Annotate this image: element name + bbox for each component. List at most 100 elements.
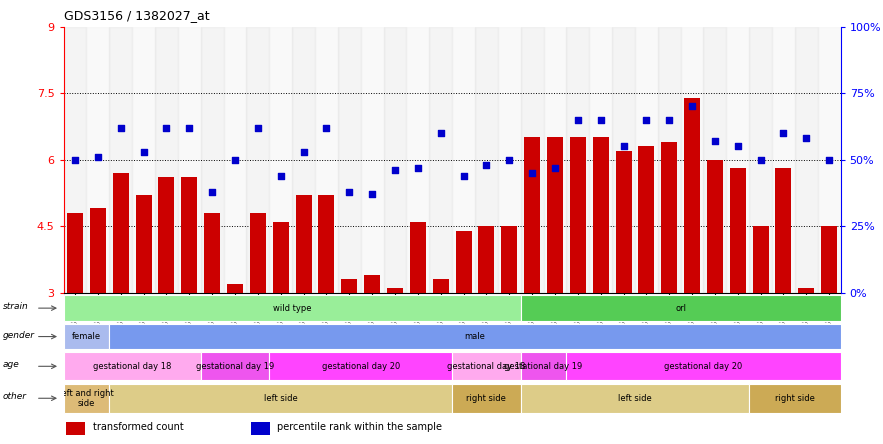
Bar xyxy=(132,27,155,293)
Bar xyxy=(752,226,768,293)
Point xyxy=(570,116,585,123)
Point xyxy=(91,154,105,161)
Point xyxy=(731,143,745,150)
Bar xyxy=(250,213,266,293)
Bar xyxy=(136,195,152,293)
Point xyxy=(616,143,630,150)
Text: left side: left side xyxy=(264,394,298,403)
Text: right side: right side xyxy=(775,394,815,403)
Point xyxy=(502,156,517,163)
Point xyxy=(662,116,676,123)
Point xyxy=(753,156,767,163)
Point xyxy=(479,161,494,168)
Point xyxy=(182,124,196,131)
Bar xyxy=(387,288,403,293)
Text: gestational day 18: gestational day 18 xyxy=(447,362,525,371)
Bar xyxy=(452,384,521,413)
Text: gestational day 19: gestational day 19 xyxy=(504,362,583,371)
Bar xyxy=(87,27,109,293)
Bar xyxy=(456,230,472,293)
Text: male: male xyxy=(464,332,486,341)
Bar xyxy=(364,275,380,293)
Point xyxy=(320,124,334,131)
Point xyxy=(685,103,699,110)
Text: GDS3156 / 1382027_at: GDS3156 / 1382027_at xyxy=(64,9,209,22)
Bar xyxy=(410,222,426,293)
Bar xyxy=(502,226,517,293)
Bar xyxy=(704,27,727,293)
Point xyxy=(137,148,151,155)
Bar xyxy=(547,138,563,293)
Text: gender: gender xyxy=(3,331,34,340)
Point xyxy=(708,138,722,145)
Text: orl: orl xyxy=(675,304,686,313)
Bar xyxy=(181,177,197,293)
Bar xyxy=(661,142,677,293)
Bar xyxy=(67,213,83,293)
Point xyxy=(411,164,425,171)
Text: strain: strain xyxy=(3,302,28,311)
Bar xyxy=(592,138,608,293)
Bar xyxy=(589,27,612,293)
Point xyxy=(68,156,82,163)
Point xyxy=(457,172,471,179)
Point xyxy=(228,156,242,163)
Bar xyxy=(638,147,654,293)
Bar xyxy=(64,353,200,380)
Bar xyxy=(66,422,86,435)
Bar xyxy=(749,27,772,293)
Text: transformed count: transformed count xyxy=(93,422,184,432)
Bar xyxy=(821,226,837,293)
Bar xyxy=(521,27,544,293)
Bar xyxy=(749,384,841,413)
Bar xyxy=(681,27,704,293)
Bar xyxy=(612,27,635,293)
Text: left and right
side: left and right side xyxy=(59,389,114,408)
Bar xyxy=(429,27,452,293)
Bar xyxy=(64,384,109,413)
Point xyxy=(159,124,173,131)
Text: left side: left side xyxy=(618,394,652,403)
Bar xyxy=(521,353,566,380)
Bar xyxy=(521,295,841,321)
Bar xyxy=(498,27,521,293)
Text: gestational day 19: gestational day 19 xyxy=(196,362,274,371)
Bar xyxy=(64,295,521,321)
Text: female: female xyxy=(72,332,101,341)
Bar xyxy=(635,27,658,293)
Bar xyxy=(246,27,269,293)
Bar xyxy=(251,422,270,435)
Point xyxy=(114,124,128,131)
Bar xyxy=(113,173,129,293)
Bar xyxy=(269,353,452,380)
Text: gestational day 18: gestational day 18 xyxy=(93,362,171,371)
Bar xyxy=(319,195,335,293)
Text: gestational day 20: gestational day 20 xyxy=(321,362,400,371)
Bar xyxy=(227,284,243,293)
Point xyxy=(776,130,790,137)
Bar xyxy=(64,27,87,293)
Bar xyxy=(525,138,540,293)
Bar xyxy=(795,27,818,293)
Bar xyxy=(658,27,681,293)
Bar xyxy=(707,160,723,293)
Point xyxy=(593,116,608,123)
Bar xyxy=(109,384,452,413)
Bar xyxy=(155,27,177,293)
Bar xyxy=(341,279,358,293)
Point xyxy=(388,166,402,174)
Bar xyxy=(772,27,795,293)
Bar xyxy=(566,27,589,293)
Text: age: age xyxy=(3,360,19,369)
Point xyxy=(365,190,379,198)
Point xyxy=(434,130,448,137)
Bar xyxy=(269,27,292,293)
Bar xyxy=(90,208,106,293)
Bar xyxy=(315,27,338,293)
Bar xyxy=(615,151,631,293)
Point xyxy=(525,169,540,176)
Bar xyxy=(684,98,700,293)
Bar xyxy=(544,27,566,293)
Text: right side: right side xyxy=(466,394,506,403)
Bar xyxy=(727,27,749,293)
